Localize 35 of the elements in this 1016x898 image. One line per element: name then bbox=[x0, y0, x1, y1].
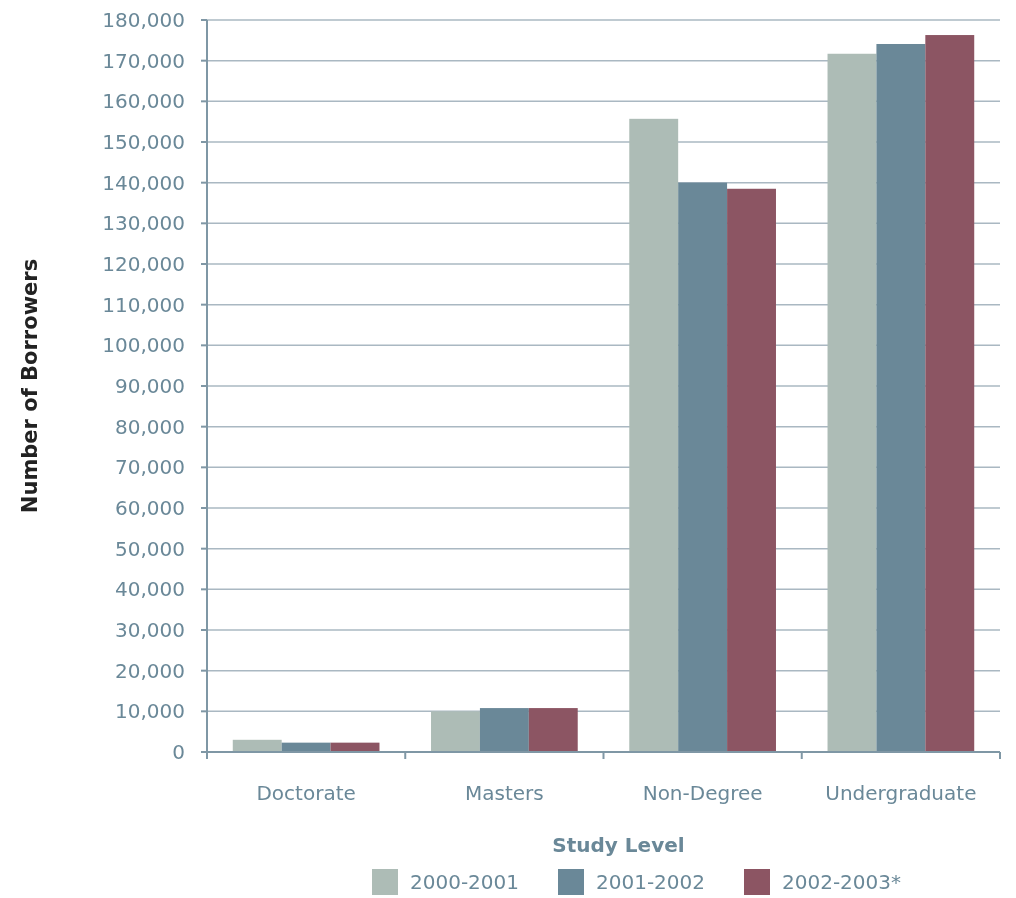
bar bbox=[727, 188, 776, 752]
y-tick-label: 40,000 bbox=[115, 577, 185, 602]
y-tick-label: 60,000 bbox=[115, 496, 185, 520]
x-tick-label: Undergraduate bbox=[825, 781, 977, 805]
bar bbox=[925, 35, 975, 752]
y-tick-label: 90,000 bbox=[115, 374, 185, 398]
y-tick-label: 130,000 bbox=[102, 211, 185, 236]
y-tick-label: 10,000 bbox=[115, 699, 185, 724]
y-tick-label: 70,000 bbox=[115, 455, 185, 480]
y-tick-label: 140,000 bbox=[102, 170, 185, 195]
legend-label: 2001-2002 bbox=[596, 870, 706, 894]
y-tick-label: 180,000 bbox=[102, 8, 185, 32]
y-tick-label: 100,000 bbox=[102, 333, 185, 358]
bar bbox=[232, 739, 282, 752]
y-tick-label: 0 bbox=[172, 740, 185, 764]
y-tick-label: 170,000 bbox=[102, 48, 185, 73]
legend-label: 2000-2001 bbox=[410, 870, 520, 894]
x-tick-label: Non-Degree bbox=[642, 781, 763, 805]
x-tick-label: Masters bbox=[465, 781, 544, 805]
y-tick-label: 120,000 bbox=[102, 252, 185, 276]
y-axis-title: Number of Borrowers bbox=[18, 258, 42, 514]
bar bbox=[678, 182, 728, 752]
legend-label: 2002-2003* bbox=[782, 870, 902, 894]
y-tick-label: 160,000 bbox=[102, 89, 185, 114]
bar bbox=[479, 708, 529, 752]
y-tick-label: 20,000 bbox=[115, 658, 185, 683]
y-tick-label: 80,000 bbox=[115, 414, 185, 439]
bar bbox=[528, 708, 578, 752]
y-tick-label: 50,000 bbox=[115, 536, 185, 561]
x-tick-label: Doctorate bbox=[256, 781, 356, 805]
y-tick-label: 150,000 bbox=[102, 130, 185, 154]
y-tick-label: 30,000 bbox=[115, 618, 185, 642]
x-axis-title: Study Level bbox=[552, 833, 685, 857]
bar bbox=[876, 43, 926, 752]
y-tick-label: 110,000 bbox=[102, 292, 185, 317]
